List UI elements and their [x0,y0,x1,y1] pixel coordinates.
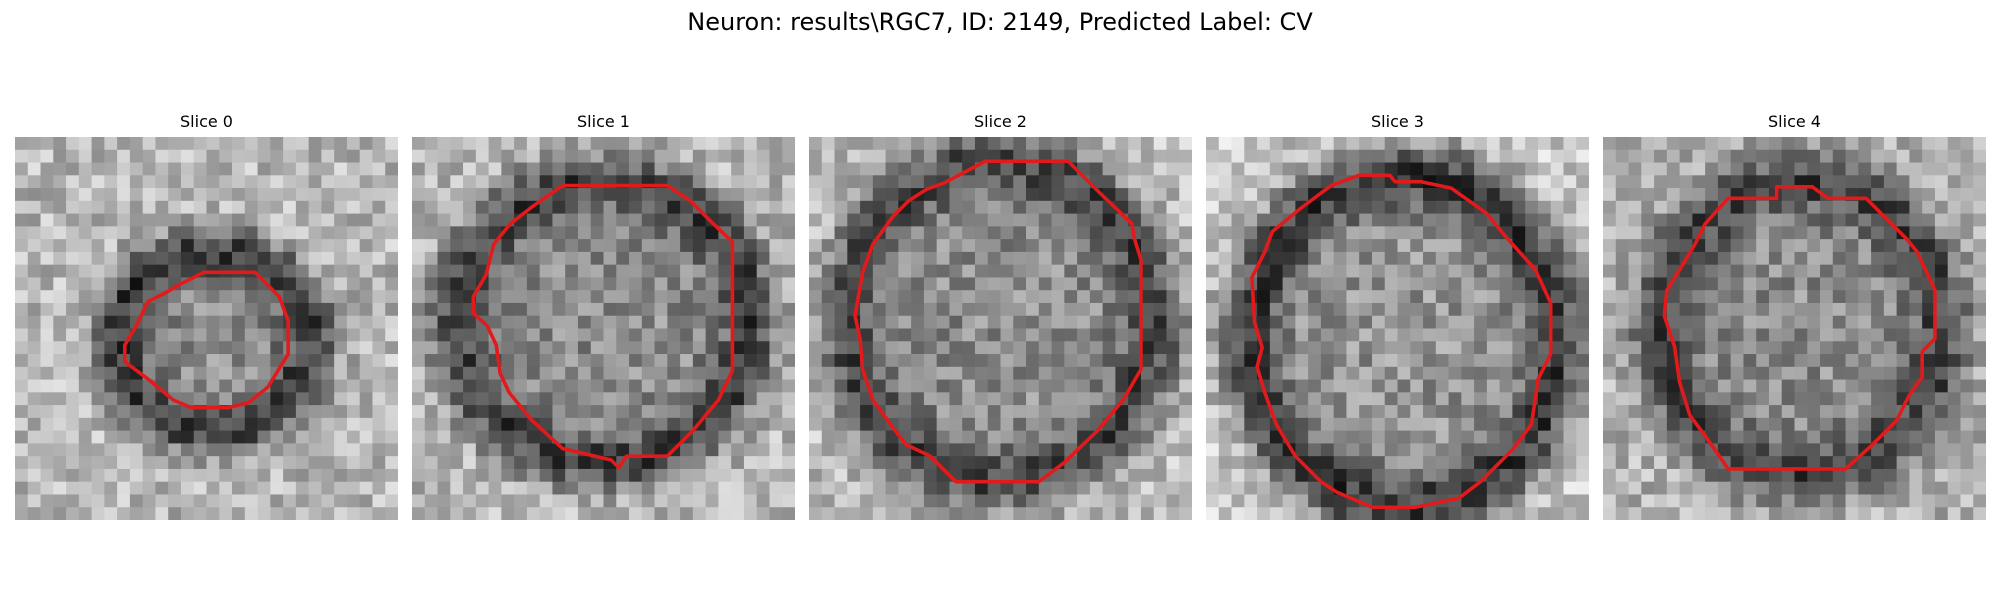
slice-image-4 [1603,137,1986,520]
slice-title-3: Slice 3 [1371,112,1424,131]
slice-panel-1: Slice 1 [412,112,795,520]
slice-panel-0: Slice 0 [15,112,398,520]
roi-contour-3 [1250,173,1553,510]
roi-contour-0 [123,270,290,410]
figure-title: Neuron: results\RGC7, ID: 2149, Predicte… [687,8,1313,36]
slice-image-1 [412,137,795,520]
slice-title-0: Slice 0 [180,112,233,131]
slice-title-4: Slice 4 [1768,112,1821,131]
slice-image-2 [809,137,1192,520]
roi-contour-4 [1662,185,1937,471]
slice-title-1: Slice 1 [577,112,630,131]
slice-panel-2: Slice 2 [809,112,1192,520]
slice-title-2: Slice 2 [974,112,1027,131]
roi-contour-2 [853,159,1143,484]
slice-image-0 [15,137,398,520]
slice-image-3 [1206,137,1589,520]
roi-contour-1 [471,183,735,470]
slice-panel-4: Slice 4 [1603,112,1986,520]
slice-panel-3: Slice 3 [1206,112,1589,520]
